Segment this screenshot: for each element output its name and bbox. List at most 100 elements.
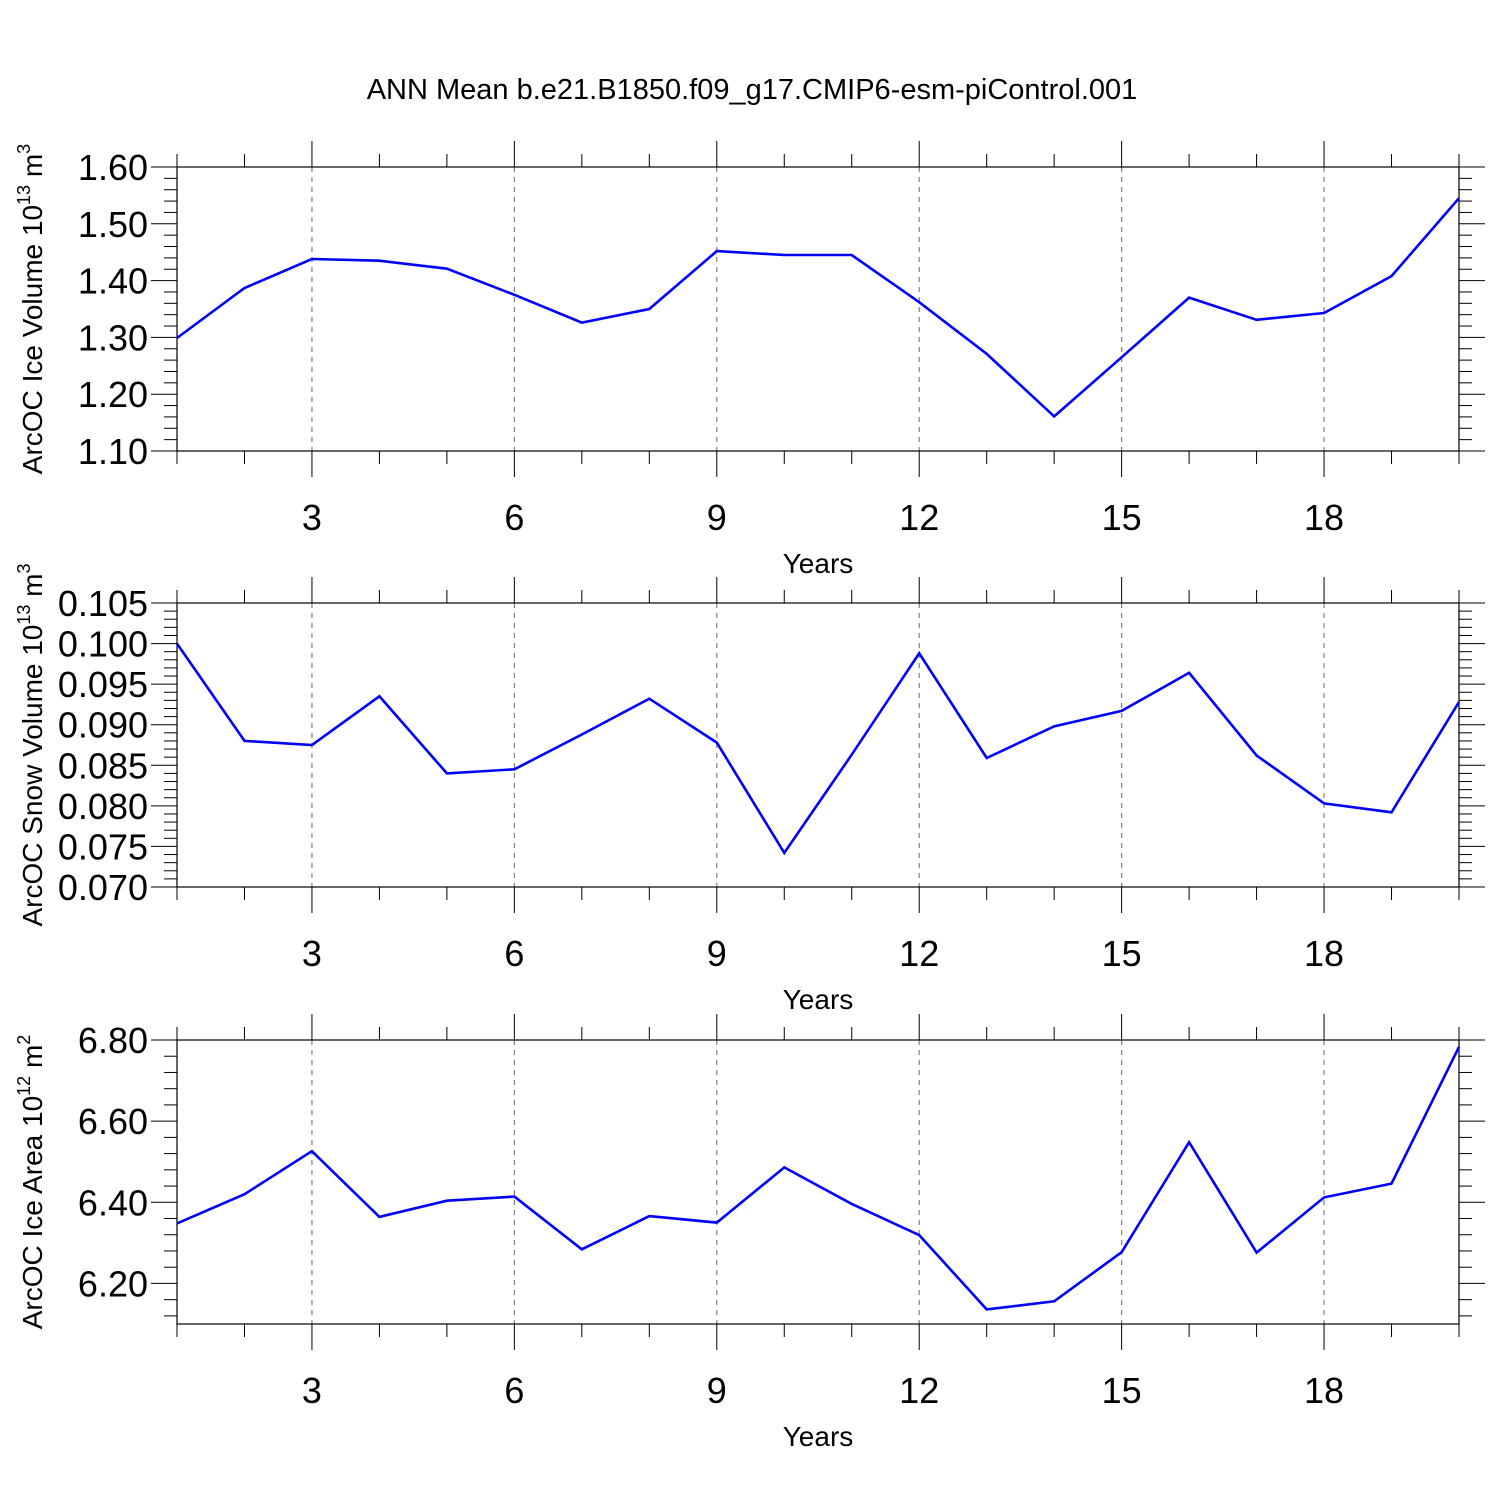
y-axis-label-unit-exponent: 3 bbox=[14, 144, 34, 154]
data-point bbox=[1053, 415, 1055, 417]
data-point bbox=[918, 301, 920, 303]
plot-frame bbox=[176, 602, 1460, 888]
data-point bbox=[716, 1221, 718, 1223]
chart-panel-1: 1.10 1.20 1.30 1.40 1.50 1.60 3 6 9 12 15 18 Years Ar… bbox=[14, 141, 1485, 579]
x-tick-label: 9 bbox=[707, 933, 727, 974]
data-point bbox=[783, 1166, 785, 1168]
y-axis-label: ArcOC Ice Volume 1013 m3 bbox=[14, 144, 48, 474]
data-point bbox=[446, 1199, 448, 1201]
data-point bbox=[1458, 197, 1460, 199]
y-tick-label: 6.60 bbox=[78, 1101, 148, 1142]
y-tick-label: 0.095 bbox=[58, 664, 148, 705]
data-point bbox=[1458, 701, 1460, 703]
series-line bbox=[176, 197, 1460, 419]
x-tick-label: 12 bbox=[899, 497, 939, 538]
y-tick-label: 0.105 bbox=[58, 583, 148, 624]
series-line bbox=[175, 642, 1461, 856]
data-point bbox=[985, 1308, 987, 1310]
y-tick-label: 0.085 bbox=[58, 745, 148, 786]
data-point bbox=[1053, 1300, 1055, 1302]
y-axis-label-unit-exponent: 2 bbox=[14, 1035, 34, 1045]
x-axis-label: Years bbox=[783, 984, 854, 1015]
data-point bbox=[1390, 811, 1392, 813]
chart-title: ANN Mean b.e21.B1850.f09_g17.CMIP6-esm-p… bbox=[367, 74, 1138, 106]
data-point bbox=[783, 254, 785, 256]
y-axis-label-exponent: 13 bbox=[14, 605, 34, 625]
data-point bbox=[1188, 672, 1190, 674]
x-tick-label: 9 bbox=[707, 1370, 727, 1411]
plot-frame bbox=[176, 1039, 1460, 1325]
data-point bbox=[851, 1203, 853, 1205]
data-point bbox=[918, 652, 920, 654]
series-line bbox=[176, 1046, 1461, 1311]
data-point bbox=[243, 1193, 245, 1195]
data-point bbox=[311, 744, 313, 746]
data-point bbox=[851, 754, 853, 756]
panels: 1.10 1.20 1.30 1.40 1.50 1.60 3 6 9 12 15 18 Years Ar… bbox=[14, 141, 1485, 1452]
y-tick-label: 6.80 bbox=[78, 1020, 148, 1061]
y-tick-label: 6.40 bbox=[78, 1182, 148, 1223]
y-tick-label: 0.100 bbox=[58, 624, 148, 665]
data-point bbox=[985, 757, 987, 759]
data-point bbox=[985, 353, 987, 355]
plot-frame bbox=[176, 166, 1460, 452]
y-axis-label-exponent: 13 bbox=[14, 185, 34, 205]
y-tick-label: 0.075 bbox=[58, 826, 148, 867]
x-tick-label: 15 bbox=[1102, 497, 1142, 538]
x-tick-label: 12 bbox=[899, 933, 939, 974]
y-tick-label: 1.20 bbox=[78, 374, 148, 415]
data-point bbox=[378, 260, 380, 262]
y-axis-label-unit-exponent: 3 bbox=[14, 563, 34, 573]
y-axis-label-main: ArcOC Ice Volume 10 bbox=[17, 205, 48, 474]
x-tick-label: 3 bbox=[302, 1370, 322, 1411]
data-point bbox=[243, 287, 245, 289]
y-axis-label-unit: m bbox=[17, 573, 48, 604]
data-point bbox=[581, 321, 583, 323]
data-point bbox=[311, 258, 313, 260]
data-point bbox=[581, 733, 583, 735]
chart-panel-3: 6.20 6.40 6.60 6.80 3 6 9 12 15 18 Years ArcOC Ice … bbox=[14, 1014, 1485, 1452]
data-point bbox=[1390, 1182, 1392, 1184]
data-point bbox=[1053, 725, 1055, 727]
x-tick-label: 15 bbox=[1102, 1370, 1142, 1411]
data-point bbox=[446, 772, 448, 774]
y-tick-label: 1.40 bbox=[78, 261, 148, 302]
x-axis-label: Years bbox=[783, 1421, 854, 1452]
y-axis-label: ArcOC Ice Area 1012 m2 bbox=[14, 1035, 48, 1330]
x-tick-label: 18 bbox=[1304, 497, 1344, 538]
y-tick-label: 1.50 bbox=[78, 204, 148, 245]
data-point bbox=[311, 1150, 313, 1152]
data-point bbox=[1188, 296, 1190, 298]
y-tick-label: 0.080 bbox=[58, 786, 148, 827]
data-point bbox=[648, 698, 650, 700]
data-point bbox=[1390, 275, 1392, 277]
x-axis-label: Years bbox=[783, 548, 854, 579]
x-tick-label: 6 bbox=[504, 933, 524, 974]
data-point bbox=[378, 695, 380, 697]
x-tick-label: 6 bbox=[504, 497, 524, 538]
data-point bbox=[176, 337, 178, 339]
data-point bbox=[918, 1234, 920, 1236]
y-axis-label-main: ArcOC Snow Volume 10 bbox=[17, 625, 48, 927]
x-tick-label: 6 bbox=[504, 1370, 524, 1411]
x-tick-label: 18 bbox=[1304, 1370, 1344, 1411]
y-tick-label: 0.070 bbox=[58, 867, 148, 908]
data-point bbox=[1120, 1251, 1122, 1253]
data-point bbox=[648, 1215, 650, 1217]
x-tick-label: 3 bbox=[302, 933, 322, 974]
data-point bbox=[1188, 1141, 1190, 1143]
y-axis-label-unit: m bbox=[17, 154, 48, 185]
x-tick-label: 12 bbox=[899, 1370, 939, 1411]
data-point bbox=[716, 741, 718, 743]
chart-panel-2: 0.0700.0750.0800.0850.0900.0950.1000.105… bbox=[14, 563, 1485, 1015]
x-tick-label: 3 bbox=[302, 497, 322, 538]
data-point bbox=[176, 642, 178, 644]
data-point bbox=[513, 768, 515, 770]
y-tick-label: 6.20 bbox=[78, 1263, 148, 1304]
y-tick-label: 1.30 bbox=[78, 317, 148, 358]
data-point bbox=[378, 1216, 380, 1218]
x-tick-label: 18 bbox=[1304, 933, 1344, 974]
data-point bbox=[1323, 312, 1325, 314]
data-point bbox=[446, 267, 448, 269]
